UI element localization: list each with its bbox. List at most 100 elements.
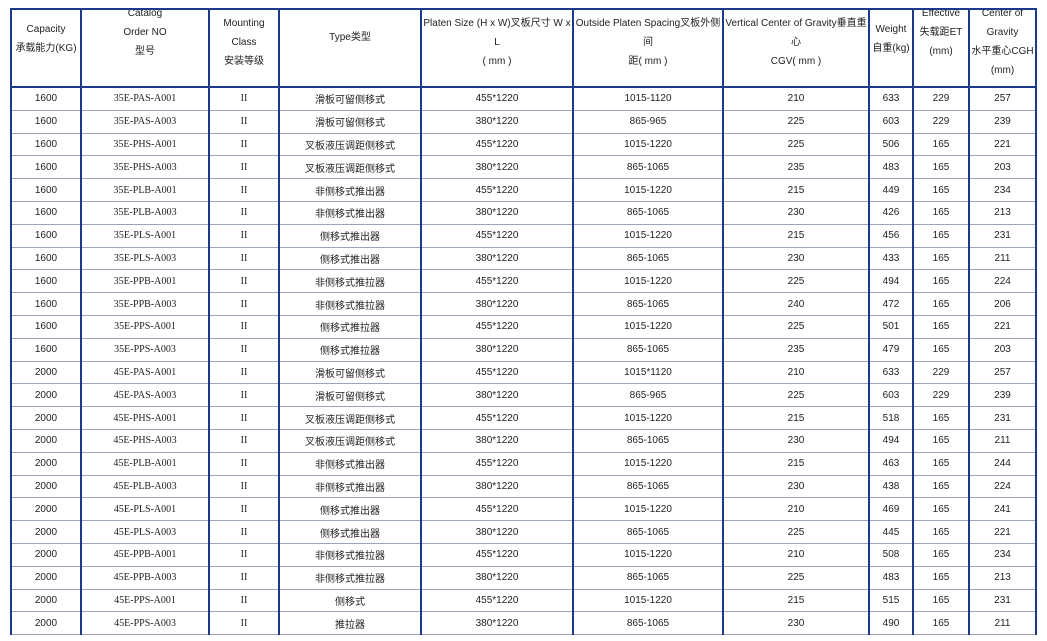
table-cell: 240 [722, 292, 870, 316]
table-cell: 603 [868, 110, 914, 134]
table-cell: 165 [912, 520, 970, 544]
column-header: Catalog Order NO 型号 [80, 9, 210, 88]
table-cell: 2000 [10, 475, 82, 499]
table-cell: 865-1065 [572, 155, 724, 180]
table-row: 1600 35E-PPB-A001 II 非侧移式推拉器 455*1220 1015-12… [10, 269, 1037, 294]
table-cell: 侧移式 [278, 589, 422, 613]
table-cell: 483 [868, 155, 914, 180]
table-cell: 2000 [10, 383, 82, 408]
table-cell: 244 [968, 452, 1037, 476]
table-cell: 165 [912, 589, 970, 613]
table-cell: 518 [868, 406, 914, 430]
table-cell: 165 [912, 155, 970, 180]
column-header: Effective 失载距ET (mm) [912, 9, 970, 88]
table-cell: 483 [868, 566, 914, 590]
table-cell: 45E-PAS-A003 [80, 383, 210, 408]
table-cell: 1600 [10, 338, 82, 362]
table-cell: 225 [722, 383, 870, 408]
table-cell: 501 [868, 315, 914, 339]
table-cell: 叉板液压调距侧移式 [278, 429, 422, 453]
table-cell: 221 [968, 520, 1037, 544]
table-cell: 239 [968, 383, 1037, 408]
table-cell: 231 [968, 406, 1037, 430]
table-cell: 215 [722, 224, 870, 248]
table-cell: 非侧移式推出器 [278, 452, 422, 476]
table-cell: 非侧移式推拉器 [278, 292, 422, 316]
column-header: Platen Size (H x W)叉板尺寸 W x L ( mm ) [420, 9, 574, 88]
table-cell: 210 [722, 497, 870, 522]
table-cell: 1600 [10, 178, 82, 202]
table-cell: 241 [968, 497, 1037, 522]
table-cell: 229 [912, 110, 970, 134]
table-cell: 1600 [10, 315, 82, 339]
table-cell: 滑板可留侧移式 [278, 110, 422, 134]
column-header: Vertical Center of Gravity垂直重心 CGV( mm ) [722, 9, 870, 88]
table-cell: 165 [912, 497, 970, 522]
table-cell: 侧移式推拉器 [278, 338, 422, 362]
table-cell: 165 [912, 178, 970, 202]
table-cell: 45E-PLB-A003 [80, 475, 210, 499]
table-cell: 215 [722, 178, 870, 202]
table-cell: 45E-PHS-A001 [80, 406, 210, 430]
table-cell: 1600 [10, 247, 82, 271]
table-cell: 508 [868, 543, 914, 567]
table-row: 2000 45E-PAS-A003 II 滑板可留侧移式 380*1220 865-965… [10, 383, 1037, 408]
table-cell: 165 [912, 543, 970, 567]
table-cell: II [208, 429, 280, 453]
table-cell: 1600 [10, 110, 82, 134]
table-cell: 479 [868, 338, 914, 362]
table-cell: 1015*1120 [572, 361, 724, 385]
table-cell: 1600 [10, 224, 82, 248]
table-cell: 215 [722, 406, 870, 430]
table-cell: 257 [968, 87, 1037, 111]
table-cell: II [208, 361, 280, 385]
table-cell: 1015-1220 [572, 543, 724, 567]
table-cell: 165 [912, 611, 970, 636]
table-cell: 234 [968, 178, 1037, 202]
table-cell: 206 [968, 292, 1037, 316]
table-cell: 865-1065 [572, 520, 724, 544]
table-row: 2000 45E-PPB-A001 II 非侧移式推拉器 455*1220 1015-12… [10, 543, 1037, 567]
table-cell: II [208, 87, 280, 111]
table-cell: 865-965 [572, 383, 724, 408]
table-row: 2000 45E-PLS-A001 II 侧移式推出器 455*1220 1015-122… [10, 497, 1037, 522]
table-row: 2000 45E-PLB-A003 II 非侧移式推出器 380*1220 865-106… [10, 475, 1037, 499]
table-cell: 235 [722, 155, 870, 180]
table-cell: 506 [868, 133, 914, 157]
table-row: 2000 45E-PPB-A003 II 非侧移式推拉器 380*1220 865-106… [10, 566, 1037, 590]
table-cell: 45E-PHS-A003 [80, 429, 210, 453]
table-cell: 非侧移式推出器 [278, 178, 422, 202]
header-line: 距( mm ) [628, 56, 668, 67]
table-cell: 211 [968, 429, 1037, 453]
table-row: 2000 45E-PPS-A001 II 侧移式 455*1220 1015-1220 21… [10, 589, 1037, 613]
table-cell: 1015-1120 [572, 87, 724, 111]
table-cell: 165 [912, 292, 970, 316]
table-cell: 463 [868, 452, 914, 476]
table-cell: 380*1220 [420, 383, 574, 408]
table-cell: 滑板可留侧移式 [278, 87, 422, 111]
table-cell: 165 [912, 133, 970, 157]
table-cell: 211 [968, 611, 1037, 636]
table-cell: 234 [968, 543, 1037, 567]
table-cell: 非侧移式推拉器 [278, 269, 422, 294]
table-cell: 侧移式推出器 [278, 497, 422, 522]
table-cell: 455*1220 [420, 269, 574, 294]
table-cell: II [208, 475, 280, 499]
table-cell: 2000 [10, 452, 82, 476]
table-cell: 45E-PPB-A001 [80, 543, 210, 567]
column-header: Outside Platen Spacing叉板外侧间 距( mm ) [572, 9, 724, 88]
column-header: Mounting Class 安装等级 [208, 9, 280, 88]
header-line: (mm) [990, 65, 1015, 76]
table-cell: 213 [968, 201, 1037, 225]
table-row: 1600 35E-PAS-A003 II 滑板可留侧移式 380*1220 865-965… [10, 110, 1037, 134]
table-row: 2000 45E-PPS-A003 II 推拉器 380*1220 865-1065 230… [10, 611, 1037, 636]
table-cell: 865-1065 [572, 338, 724, 362]
header-line: CGV( mm ) [770, 56, 822, 67]
table-cell: 221 [968, 133, 1037, 157]
table-cell: 165 [912, 475, 970, 499]
header-line: Capacity [26, 24, 66, 35]
table-cell: 35E-PAS-A003 [80, 110, 210, 134]
table-cell: 1015-1220 [572, 589, 724, 613]
table-cell: 35E-PLS-A001 [80, 224, 210, 248]
table-row: 2000 45E-PLS-A003 II 侧移式推出器 380*1220 865-1065… [10, 520, 1037, 544]
